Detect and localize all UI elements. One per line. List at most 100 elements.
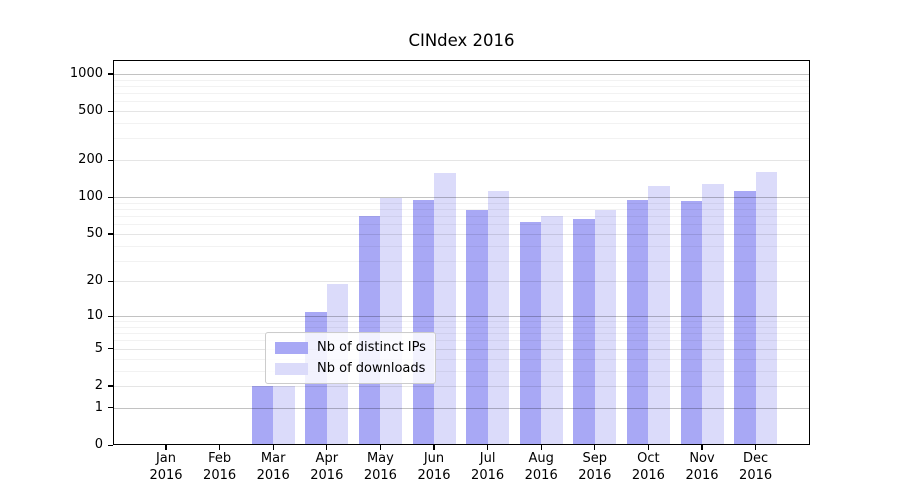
x-tick-label-oct: Oct 2016	[603, 451, 693, 484]
y-tick-1	[108, 407, 113, 409]
y-tick-label-5: 5	[94, 340, 103, 356]
gridline-70	[113, 216, 810, 218]
year-label: 2016	[363, 467, 397, 483]
y-tick-200	[108, 159, 113, 161]
x-tick-aug	[540, 445, 542, 450]
y-tick-label-100: 100	[78, 189, 103, 205]
y-tick-label-20: 20	[86, 273, 103, 289]
x-tick-sep	[594, 445, 596, 450]
year-label: 2016	[578, 467, 612, 483]
gridline-2	[113, 385, 810, 387]
year-label: 2016	[417, 467, 451, 483]
gridline-1000	[113, 73, 810, 75]
gridline-800	[113, 85, 810, 87]
bar-ips-jul	[466, 209, 488, 445]
month-label: May	[366, 451, 394, 466]
year-label: 2016	[149, 467, 183, 483]
bar-ips-may	[358, 216, 381, 445]
y-tick-label-1: 1	[94, 399, 103, 415]
y-tick-label-1000: 1000	[69, 65, 103, 81]
month-label: Mar	[260, 451, 286, 466]
gridline-20	[113, 281, 810, 283]
x-tick-label-jun: Jun 2016	[389, 451, 479, 484]
gridline-3	[113, 370, 810, 372]
y-tick-label-10: 10	[86, 308, 103, 324]
bar-ips-aug	[519, 222, 542, 445]
year-label: 2016	[310, 467, 344, 483]
gridline-400	[113, 123, 810, 125]
legend-item-0: Nb of distinct IPs	[275, 340, 426, 355]
y-tick-50	[108, 233, 113, 235]
y-tick-label-0: 0	[94, 437, 103, 452]
x-tick-nov	[701, 445, 703, 450]
year-label: 2016	[685, 467, 719, 483]
x-tick-feb	[219, 445, 221, 450]
y-tick-label-500: 500	[78, 103, 103, 119]
x-tick-mar	[272, 445, 274, 450]
gridline-5	[113, 348, 810, 350]
x-tick-apr	[326, 445, 328, 450]
y-tick-0	[108, 444, 113, 446]
gridline-50	[113, 233, 810, 235]
x-tick-oct	[647, 445, 649, 450]
x-tick-jul	[487, 445, 489, 450]
x-tick-label-aug: Aug 2016	[496, 451, 586, 484]
chart-title: CINdex 2016	[408, 31, 515, 50]
gridline-300	[113, 138, 810, 140]
bar-downloads-jul	[487, 191, 510, 445]
gridline-30	[113, 260, 810, 262]
x-tick-label-feb: Feb 2016	[175, 451, 265, 484]
legend-swatch-1	[275, 362, 308, 375]
gridline-6	[113, 340, 810, 342]
x-tick-jun	[433, 445, 435, 450]
year-label: 2016	[631, 467, 665, 483]
y-tick-5	[108, 348, 113, 350]
legend-label-1: Nb of downloads	[317, 361, 426, 376]
y-tick-1000	[108, 73, 113, 75]
y-tick-100	[108, 196, 113, 198]
x-tick-label-mar: Mar 2016	[228, 451, 318, 484]
bar-ips-nov	[680, 200, 702, 445]
gridline-900	[113, 79, 810, 81]
legend-item-1: Nb of downloads	[275, 361, 426, 376]
month-label: Apr	[315, 451, 339, 466]
y-tick-10	[108, 315, 113, 317]
year-label: 2016	[471, 467, 505, 483]
bar-ips-dec	[734, 191, 756, 445]
bar-downloads-oct	[648, 185, 670, 445]
month-label: Oct	[637, 451, 660, 466]
bar-downloads-mar	[273, 385, 295, 445]
bar-downloads-sep	[594, 209, 617, 445]
gridline-80	[113, 208, 810, 210]
gridline-7	[113, 333, 810, 335]
x-tick-label-apr: Apr 2016	[282, 451, 372, 484]
gridline-90	[113, 202, 810, 204]
x-tick-jan	[165, 445, 167, 450]
month-label: Sep	[582, 451, 608, 466]
gridline-9	[113, 321, 810, 323]
gridline-100	[113, 197, 810, 199]
bar-downloads-dec	[755, 172, 778, 445]
x-tick-may	[379, 445, 381, 450]
y-tick-2	[108, 385, 113, 387]
legend-label-0: Nb of distinct IPs	[317, 340, 426, 355]
gridline-60	[113, 224, 810, 226]
x-tick-label-dec: Dec 2016	[711, 451, 801, 484]
year-label: 2016	[256, 467, 290, 483]
x-tick-label-may: May 2016	[335, 451, 425, 484]
gridline-700	[113, 93, 810, 95]
plot-area	[113, 60, 810, 445]
y-tick-label-2: 2	[94, 377, 103, 393]
month-label: Jan	[155, 451, 177, 466]
y-tick-label-200: 200	[78, 152, 103, 168]
y-tick-500	[108, 110, 113, 112]
gridline-200	[113, 160, 810, 162]
bar-ips-mar	[251, 385, 274, 445]
gridline-1	[113, 407, 810, 409]
gridline-600	[113, 101, 810, 103]
x-tick-dec	[755, 445, 757, 450]
gridline-4	[113, 358, 810, 360]
month-label: Dec	[743, 451, 769, 466]
x-tick-label-jan: Jan 2016	[121, 451, 211, 484]
